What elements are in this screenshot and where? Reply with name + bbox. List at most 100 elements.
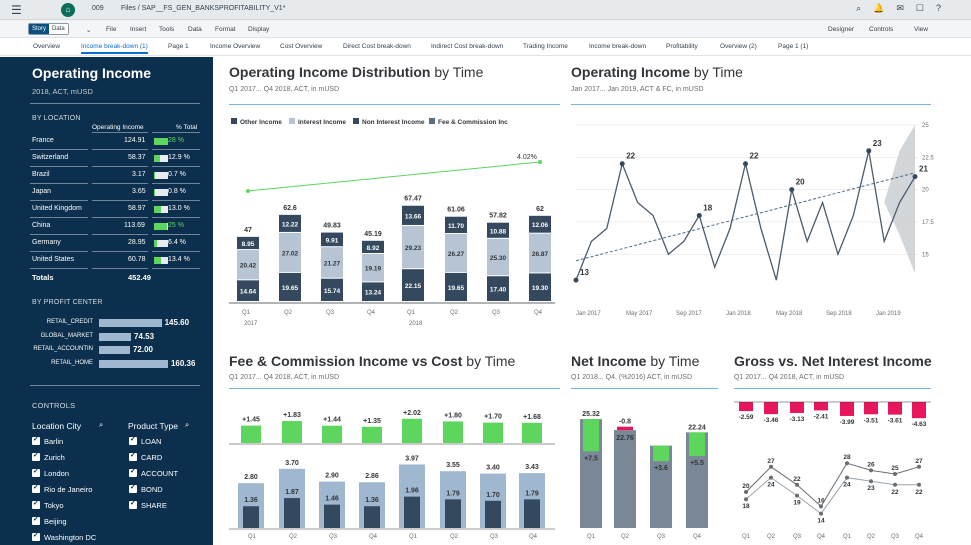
collapse-icon[interactable]: ⌄ <box>86 27 92 34</box>
product-label: LOAN <box>141 437 162 446</box>
menu-icon[interactable]: ☰ <box>11 3 22 17</box>
pct-bar-bg <box>154 172 168 179</box>
stack-bar-2 <box>529 215 551 233</box>
x-tick-label: Q4 <box>529 534 538 540</box>
profit-center-bar[interactable] <box>99 346 130 354</box>
diff-label: +1.45 <box>242 417 260 424</box>
product-checkbox[interactable] <box>129 467 137 477</box>
story-data-toggle[interactable]: Story Data <box>28 23 69 35</box>
sidebar-title: Operating Income <box>32 65 152 81</box>
net-label: 22.76 <box>616 435 634 442</box>
stack-bar-2 <box>487 222 509 238</box>
net-label: 25.32 <box>582 411 600 418</box>
stack-bar-2 <box>362 240 384 254</box>
product-checkbox[interactable] <box>129 483 137 493</box>
cost-bar <box>324 504 340 528</box>
panel-title-gross-net: Gross vs. Net Interest Income <box>734 353 932 369</box>
view-button[interactable]: View <box>914 26 928 33</box>
city-checkbox[interactable] <box>32 515 40 525</box>
story-number: 009 <box>92 5 104 12</box>
city-checkbox[interactable] <box>32 435 40 445</box>
tab-trading-income[interactable]: Trading Income <box>523 43 568 50</box>
row-line <box>30 200 88 201</box>
city-checkbox[interactable] <box>32 467 40 477</box>
notification-icon[interactable]: 🔔 <box>873 3 885 13</box>
tab-income-breakdown-1[interactable]: Income break-down (1) <box>81 43 148 54</box>
search-icon[interactable]: ⌕ <box>856 3 862 13</box>
diff-label: +2.02 <box>403 410 421 417</box>
discussion-icon[interactable]: ☐ <box>915 3 924 13</box>
row-line <box>152 234 200 235</box>
controls-heading: CONTROLS <box>32 401 76 410</box>
tab-overview[interactable]: Overview <box>33 43 61 50</box>
data-point <box>744 497 748 502</box>
total-label: 47 <box>244 227 252 234</box>
legend-swatch <box>429 118 435 124</box>
product-checkbox[interactable] <box>129 499 137 509</box>
x-tick-label: Q4 <box>369 534 378 540</box>
bar-value-label: 13.24 <box>365 290 382 297</box>
panel-rule <box>229 104 560 105</box>
cost-label: 1.36 <box>244 497 258 504</box>
help-icon[interactable]: ? <box>935 3 941 13</box>
point-label: 24 <box>767 482 775 489</box>
tab-direct-cost[interactable]: Direct Cost break-down <box>343 43 411 50</box>
tab-overview-2[interactable]: Overview (2) <box>720 43 757 50</box>
city-checkbox[interactable] <box>32 499 40 509</box>
cost-label: 1.46 <box>325 496 339 503</box>
data-point <box>573 277 579 283</box>
location-name: Brazil <box>32 171 50 178</box>
tab-profitability[interactable]: Profitability <box>666 43 698 50</box>
stack-bar-1 <box>487 238 509 276</box>
tab-cost-overview[interactable]: Cost Overview <box>280 43 323 50</box>
menu-display[interactable]: Display <box>248 26 270 33</box>
point-label: 14 <box>817 518 825 525</box>
chat-icon[interactable]: ✉ <box>896 3 904 13</box>
tab-indirect-cost[interactable]: Indirect Cost break-down <box>431 43 504 50</box>
story-toggle[interactable]: Story <box>29 24 50 34</box>
point-label: 23 <box>867 485 875 492</box>
bar-value-label: 8.92 <box>367 245 380 252</box>
pct-bar-bg <box>154 257 168 264</box>
city-checkbox[interactable] <box>32 451 40 461</box>
menu-file[interactable]: File <box>106 26 117 33</box>
breadcrumb[interactable]: Files / SAP__FS_GEN_BANKSPROFITABILITY_V… <box>121 5 286 12</box>
product-search-icon[interactable]: ⌕ <box>185 420 190 429</box>
profit-center-value: 74.53 <box>134 331 155 341</box>
tab-income-breakdown[interactable]: Income break-down <box>589 43 647 50</box>
header-underline <box>92 132 148 133</box>
profit-center-bar[interactable] <box>99 332 132 341</box>
city-checkbox[interactable] <box>32 483 40 493</box>
row-line <box>30 149 88 150</box>
pct-bar <box>154 223 167 230</box>
home-logo[interactable]: ⌂ <box>61 3 75 17</box>
menu-data[interactable]: Data <box>188 26 202 33</box>
data-toggle[interactable]: Data <box>49 24 68 34</box>
neg-label: -3.99 <box>840 419 855 426</box>
tab-page-1-1[interactable]: Page 1 (1) <box>778 43 809 50</box>
designer-button[interactable]: Designer <box>828 26 855 33</box>
tab-income-overview[interactable]: Income Overview <box>210 43 261 50</box>
profit-center-bar[interactable] <box>99 319 162 327</box>
product-checkbox[interactable] <box>129 451 137 461</box>
location-name: France <box>32 137 54 144</box>
delta-label: +5.5 <box>690 460 704 467</box>
product-checkbox[interactable] <box>129 435 137 445</box>
income-label: 2.80 <box>244 474 258 481</box>
location-search-icon[interactable]: ⌕ <box>99 420 104 429</box>
menu-tools[interactable]: Tools <box>159 26 175 33</box>
row-line <box>92 200 148 201</box>
stack-bar-0 <box>445 272 467 301</box>
city-checkbox[interactable] <box>32 531 40 541</box>
menu-format[interactable]: Format <box>215 26 236 33</box>
x-tick-label: Q3 <box>657 534 666 540</box>
stack-bar-1 <box>321 247 343 278</box>
point-label: 28 <box>843 454 851 461</box>
menu-insert[interactable]: Insert <box>130 26 147 33</box>
location-value: 113.69 <box>124 222 145 229</box>
tab-page-1[interactable]: Page 1 <box>168 43 189 50</box>
x-tick-label: Q1 <box>587 534 596 540</box>
x-tick-label: Q3 <box>793 534 802 540</box>
controls-button[interactable]: Controls <box>869 26 894 33</box>
profit-center-bar[interactable] <box>99 359 168 368</box>
